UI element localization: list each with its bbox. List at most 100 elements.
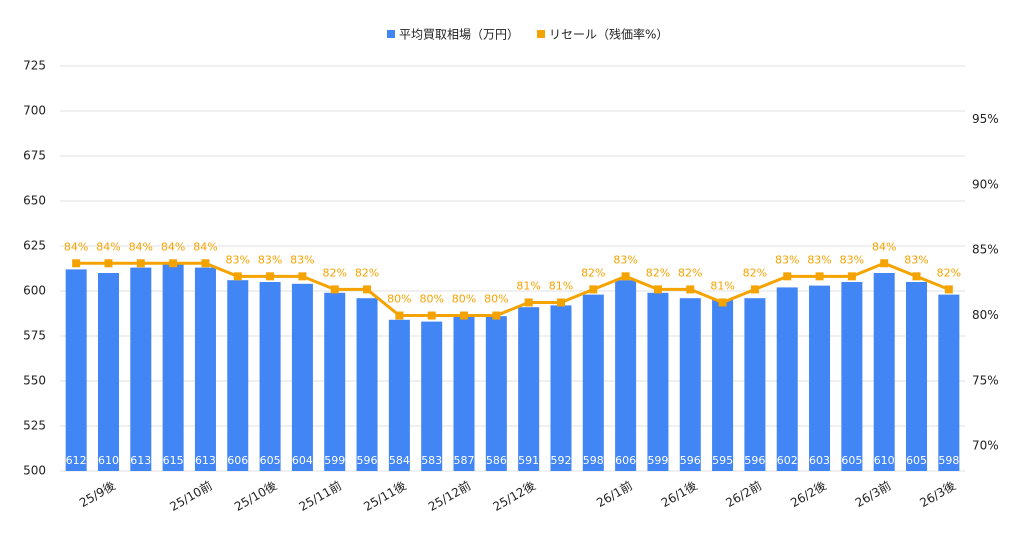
- line-value-label: 83%: [613, 253, 637, 266]
- bar-value-label: 587: [454, 454, 475, 467]
- y-tick-label: 675: [23, 149, 46, 163]
- bar: [356, 298, 378, 471]
- line-value-label: 80%: [419, 293, 443, 306]
- bar: [388, 319, 410, 471]
- bar: [744, 298, 766, 471]
- line-point: [847, 272, 856, 281]
- y-tick-label: 550: [23, 374, 46, 388]
- bar: [291, 283, 313, 471]
- x-tick-label: 25/12前: [425, 478, 473, 514]
- line-point: [104, 259, 113, 268]
- x-tick-label: 25/9後: [77, 479, 118, 511]
- bar-value-label: 584: [389, 454, 410, 467]
- bar: [615, 280, 637, 471]
- line-point: [136, 259, 145, 268]
- line-point: [621, 272, 630, 281]
- line-point: [686, 285, 695, 294]
- bar-value-label: 613: [195, 454, 216, 467]
- legend-label: リセール（残価率%）: [549, 27, 668, 42]
- line-value-label: 81%: [549, 279, 573, 292]
- y-tick-label: 525: [23, 419, 46, 433]
- line-value-label: 80%: [387, 293, 411, 306]
- bar: [97, 273, 119, 471]
- bar-value-label: 610: [874, 454, 895, 467]
- bar-value-label: 615: [163, 454, 184, 467]
- x-tick-label: 26/1前: [594, 478, 635, 510]
- x-tick-label: 26/2後: [788, 479, 829, 511]
- line-value-label: 82%: [743, 266, 767, 279]
- line-point: [330, 285, 339, 294]
- bar: [776, 287, 798, 471]
- y-tick-label: 575: [23, 329, 46, 343]
- y-tick-label: 500: [23, 464, 46, 478]
- line-point: [815, 272, 824, 281]
- y-tick-label: 650: [23, 194, 46, 208]
- line-value-label: 80%: [484, 293, 508, 306]
- y2-tick-label: 70%: [972, 439, 999, 453]
- line-value-label: 84%: [193, 240, 217, 253]
- bar-value-label: 598: [583, 454, 604, 467]
- bar-value-label: 602: [777, 454, 798, 467]
- line-point: [298, 272, 307, 281]
- line-value-label: 84%: [96, 240, 120, 253]
- y2-tick-label: 85%: [972, 243, 999, 257]
- bar: [65, 269, 87, 471]
- line-point: [233, 272, 242, 281]
- bar-value-label: 605: [260, 454, 281, 467]
- bar-value-label: 586: [486, 454, 507, 467]
- x-tick-label: 26/1後: [659, 479, 700, 511]
- legend: 平均買取相場（万円） リセール（残価率%）: [387, 27, 668, 42]
- line-value-label: 83%: [807, 253, 831, 266]
- bar-value-label: 595: [712, 454, 733, 467]
- line-point: [944, 285, 953, 294]
- x-tick-label: 26/3前: [852, 478, 893, 510]
- line-point: [718, 298, 727, 307]
- bar: [324, 292, 346, 471]
- bar-value-label: 606: [615, 454, 636, 467]
- bar: [712, 300, 734, 471]
- x-tick-label: 25/10後: [232, 479, 279, 514]
- line-value-label: 84%: [64, 240, 88, 253]
- y2-tick-label: 75%: [972, 373, 999, 387]
- line-value-label: 80%: [452, 293, 476, 306]
- bar-value-label: 596: [680, 454, 701, 467]
- y2-tick-label: 95%: [972, 112, 999, 126]
- line-point: [556, 298, 565, 307]
- line-point: [72, 259, 81, 268]
- bar: [485, 316, 507, 471]
- line-value-label: 82%: [323, 266, 347, 279]
- line-point: [427, 311, 436, 320]
- bar-value-label: 598: [938, 454, 959, 467]
- line-value-label: 82%: [678, 266, 702, 279]
- bar-value-label: 592: [550, 454, 571, 467]
- x-tick-label: 25/10前: [167, 478, 215, 514]
- bar: [841, 282, 863, 471]
- line-point: [492, 311, 501, 320]
- bar-value-label: 596: [744, 454, 765, 467]
- bar-value-label: 599: [647, 454, 668, 467]
- bar-value-label: 605: [906, 454, 927, 467]
- bar: [582, 294, 604, 471]
- line-value-label: 82%: [355, 266, 379, 279]
- line-value-label: 82%: [937, 266, 961, 279]
- line-point: [201, 259, 210, 268]
- bar-value-label: 603: [809, 454, 830, 467]
- bar: [906, 282, 928, 471]
- legend-swatch: [537, 30, 546, 38]
- line-point: [169, 259, 178, 268]
- bar-value-label: 599: [324, 454, 345, 467]
- bar-value-label: 583: [421, 454, 442, 467]
- line-point: [460, 311, 469, 320]
- bar: [809, 285, 831, 471]
- bar: [453, 314, 475, 471]
- line-value-label: 84%: [872, 240, 896, 253]
- y-tick-label: 700: [23, 104, 46, 118]
- y-tick-label: 625: [23, 239, 46, 253]
- bar: [162, 264, 184, 471]
- bar-value-label: 604: [292, 454, 313, 467]
- line-value-label: 82%: [646, 266, 670, 279]
- x-tick-label: 25/12後: [491, 479, 538, 514]
- line-value-label: 83%: [258, 253, 282, 266]
- bar: [647, 292, 669, 471]
